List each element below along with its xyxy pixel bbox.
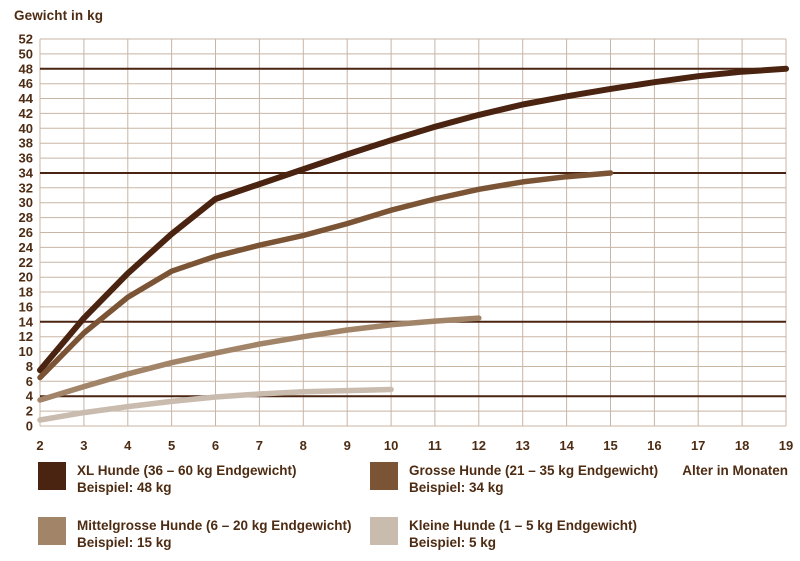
y-tick-10: 10 — [19, 344, 33, 359]
curve-kleine-hunde — [37, 386, 394, 423]
x-tick-15: 15 — [603, 438, 617, 453]
x-tick-3: 3 — [80, 438, 87, 453]
legend-item-xl-hunde: XL Hunde (36 – 60 kg Endgewicht) Beispiel… — [38, 462, 370, 496]
y-tick-34: 34 — [19, 166, 34, 181]
x-tick-5: 5 — [168, 438, 175, 453]
y-tick-52: 52 — [19, 32, 33, 47]
legend-example-label: Beispiel: 5 kg — [409, 535, 497, 550]
gridlines — [39, 38, 787, 427]
y-tick-32: 32 — [19, 180, 33, 195]
y-tick-20: 20 — [19, 270, 33, 285]
y-tick-6: 6 — [26, 374, 33, 389]
curve-grosse-hunde — [37, 170, 614, 381]
x-tick-19: 19 — [779, 438, 793, 453]
legend-item-grosse-hunde: Grosse Hunde (21 – 35 kg Endgewicht) Beis… — [370, 462, 768, 496]
legend-swatch-mittelgrosse-hunde — [38, 517, 66, 545]
y-tick-26: 26 — [19, 225, 33, 240]
legend-item-kleine-hunde: Kleine Hunde (1 – 5 kg Endgewicht) Beispi… — [370, 517, 768, 551]
legend-label: Mittelgrosse Hunde (6 – 20 kg Endgewicht… — [77, 518, 352, 533]
legend-swatch-grosse-hunde — [370, 462, 398, 490]
y-tick-8: 8 — [26, 359, 33, 374]
x-tick-10: 10 — [384, 438, 398, 453]
y-tick-24: 24 — [19, 240, 34, 255]
legend-example-label: Beispiel: 15 kg — [77, 535, 172, 550]
y-tick-44: 44 — [19, 91, 34, 106]
x-tick-13: 13 — [515, 438, 529, 453]
y-tick-42: 42 — [19, 106, 33, 121]
y-tick-0: 0 — [26, 419, 33, 434]
y-tick-12: 12 — [19, 329, 33, 344]
legend-swatch-xl-hunde — [38, 462, 66, 490]
growth-curves — [37, 65, 789, 423]
y-tick-4: 4 — [26, 389, 34, 404]
x-tick-7: 7 — [256, 438, 263, 453]
legend-swatch-kleine-hunde — [370, 517, 398, 545]
x-axis-tick-labels: 2 3 4 5 6 7 8 9 10 11 12 13 14 15 16 17 18 19 — [36, 438, 793, 453]
legend-text-grosse-hunde: Grosse Hunde (21 – 35 kg Endgewicht) Beis… — [409, 462, 658, 496]
y-tick-50: 50 — [19, 46, 33, 61]
y-tick-36: 36 — [19, 151, 33, 166]
y-tick-2: 2 — [26, 404, 33, 419]
legend-example-label: Beispiel: 34 kg — [409, 480, 504, 495]
legend-text-mittelgrosse-hunde: Mittelgrosse Hunde (6 – 20 kg Endgewicht… — [77, 517, 352, 551]
y-tick-46: 46 — [19, 76, 33, 91]
y-tick-40: 40 — [19, 121, 33, 136]
y-tick-48: 48 — [19, 61, 33, 76]
x-tick-16: 16 — [647, 438, 661, 453]
y-tick-30: 30 — [19, 195, 33, 210]
chart-legend: XL Hunde (36 – 60 kg Endgewicht) Beispiel… — [38, 462, 768, 551]
x-tick-8: 8 — [300, 438, 307, 453]
legend-label: Grosse Hunde (21 – 35 kg Endgewicht) — [409, 463, 659, 478]
x-tick-11: 11 — [428, 438, 442, 453]
y-tick-38: 38 — [19, 136, 33, 151]
x-tick-9: 9 — [344, 438, 351, 453]
legend-label: Kleine Hunde (1 – 5 kg Endgewicht) — [409, 518, 638, 533]
y-tick-22: 22 — [19, 255, 33, 270]
x-tick-12: 12 — [472, 438, 486, 453]
x-tick-18: 18 — [735, 438, 749, 453]
y-tick-18: 18 — [19, 285, 33, 300]
x-tick-14: 14 — [559, 438, 574, 453]
x-tick-4: 4 — [124, 438, 132, 453]
legend-example-label: Beispiel: 48 kg — [77, 480, 172, 495]
y-tick-14: 14 — [19, 314, 34, 329]
y-axis-title: Gewicht in kg — [14, 8, 104, 23]
curve-xl-hunde — [37, 65, 789, 374]
curve-mittelgrosse-hunde — [37, 315, 482, 403]
legend-text-xl-hunde: XL Hunde (36 – 60 kg Endgewicht) Beispiel… — [77, 462, 297, 496]
x-tick-17: 17 — [691, 438, 705, 453]
x-axis-title: Alter in Monaten — [682, 463, 788, 478]
x-tick-2: 2 — [36, 438, 43, 453]
growth-chart-plot: 0246810121416182022242628303234363840424… — [19, 32, 794, 454]
y-tick-16: 16 — [19, 299, 33, 314]
y-axis-tick-labels: 0246810121416182022242628303234363840424… — [19, 32, 34, 434]
y-tick-28: 28 — [19, 210, 33, 225]
legend-label: XL Hunde (36 – 60 kg Endgewicht) — [77, 463, 297, 478]
x-tick-6: 6 — [212, 438, 219, 453]
legend-item-mittelgrosse-hunde: Mittelgrosse Hunde (6 – 20 kg Endgewicht… — [38, 517, 370, 551]
legend-text-kleine-hunde: Kleine Hunde (1 – 5 kg Endgewicht) Beispi… — [409, 517, 637, 551]
